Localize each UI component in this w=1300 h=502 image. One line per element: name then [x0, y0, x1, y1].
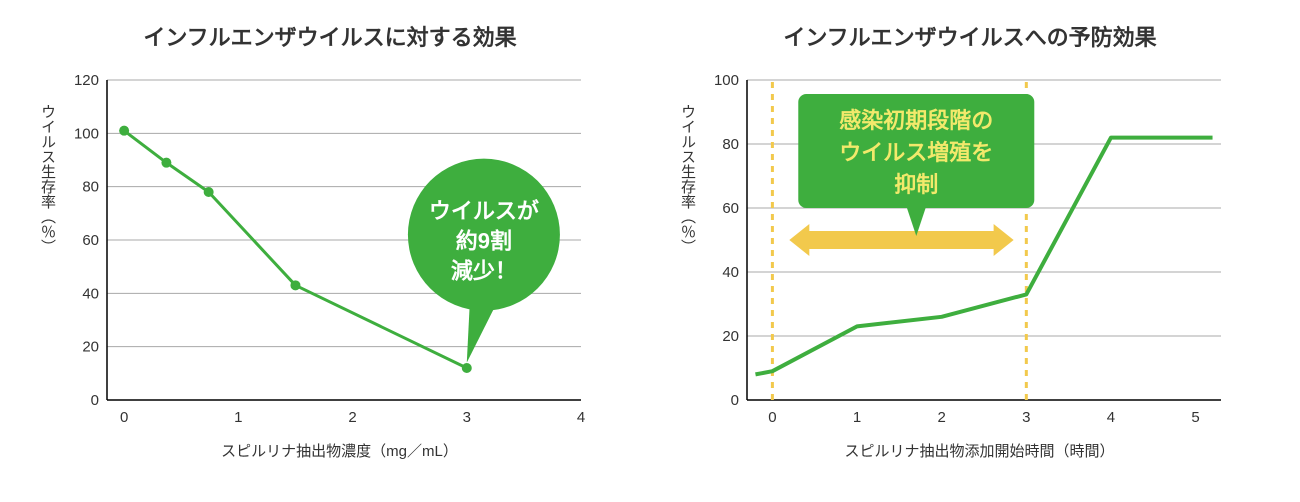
svg-text:100: 100 — [74, 125, 99, 142]
svg-text:4: 4 — [577, 409, 585, 426]
line-chart-svg: 0 20 40 60 80 100 120 0 1 2 3 4 ウイルスが約9割減少！ — [59, 64, 599, 434]
svg-text:約9割: 約9割 — [456, 229, 512, 254]
svg-text:1: 1 — [853, 409, 861, 426]
svg-text:4: 4 — [1107, 409, 1115, 426]
svg-text:0: 0 — [91, 392, 99, 409]
chart-body: ウイルス生存率（％） 0 20 40 60 80 100 120 0 1 2 3 4 ウイルスが約9割減… — [40, 64, 620, 461]
chart-title: インフルエンザウイルスに対する効果 — [40, 20, 620, 52]
svg-text:40: 40 — [722, 264, 739, 281]
svg-text:2: 2 — [938, 409, 946, 426]
chart-body: ウイルス生存率（％） 0 20 40 60 80 100 0 1 2 3 4 5 感染初期段階のウイルス… — [680, 64, 1260, 461]
svg-text:ウイルス増殖を: ウイルス増殖を — [839, 140, 993, 165]
svg-text:ウイルスが: ウイルスが — [429, 199, 539, 224]
svg-text:80: 80 — [82, 179, 99, 196]
svg-text:感染初期段階の: 感染初期段階の — [839, 108, 993, 133]
svg-text:40: 40 — [82, 285, 99, 302]
svg-text:20: 20 — [82, 339, 99, 356]
svg-text:80: 80 — [722, 136, 739, 153]
chart-panel-prevention: インフルエンザウイルスへの予防効果 ウイルス生存率（％） 02040608010… — [680, 20, 1260, 461]
chart-panel-effect: インフルエンザウイルスに対する効果 ウイルス生存率（％） 02040608010… — [40, 20, 620, 461]
x-axis-label: スピルリナ抽出物濃度（mg／mL） — [59, 440, 620, 461]
svg-text:1: 1 — [234, 409, 242, 426]
chart-title: インフルエンザウイルスへの予防効果 — [680, 20, 1260, 52]
x-axis-label: スピルリナ抽出物添加開始時間（時間） — [699, 440, 1260, 461]
plot-area: 0 20 40 60 80 100 120 0 1 2 3 4 ウイルスが約9割減少！ スピルリナ抽出物… — [59, 64, 620, 461]
svg-text:100: 100 — [714, 72, 739, 89]
svg-text:減少！: 減少！ — [451, 259, 517, 284]
svg-text:5: 5 — [1191, 409, 1199, 426]
svg-text:0: 0 — [120, 409, 128, 426]
svg-text:60: 60 — [722, 200, 739, 217]
y-axis-label: ウイルス生存率（％） — [40, 64, 55, 461]
line-chart-svg: 0 20 40 60 80 100 0 1 2 3 4 5 感染初期段階のウイルス増殖を抑制 — [699, 64, 1239, 434]
svg-text:抑制: 抑制 — [894, 172, 938, 197]
svg-text:20: 20 — [722, 328, 739, 345]
plot-area: 0 20 40 60 80 100 0 1 2 3 4 5 感染初期段階のウイルス増殖を抑制 スピルリナ… — [699, 64, 1260, 461]
svg-text:2: 2 — [348, 409, 356, 426]
svg-text:0: 0 — [731, 392, 739, 409]
svg-text:3: 3 — [463, 409, 471, 426]
svg-text:120: 120 — [74, 72, 99, 89]
svg-text:60: 60 — [82, 232, 99, 249]
y-axis-label: ウイルス生存率（％） — [680, 64, 695, 461]
svg-text:3: 3 — [1022, 409, 1030, 426]
svg-text:0: 0 — [768, 409, 776, 426]
